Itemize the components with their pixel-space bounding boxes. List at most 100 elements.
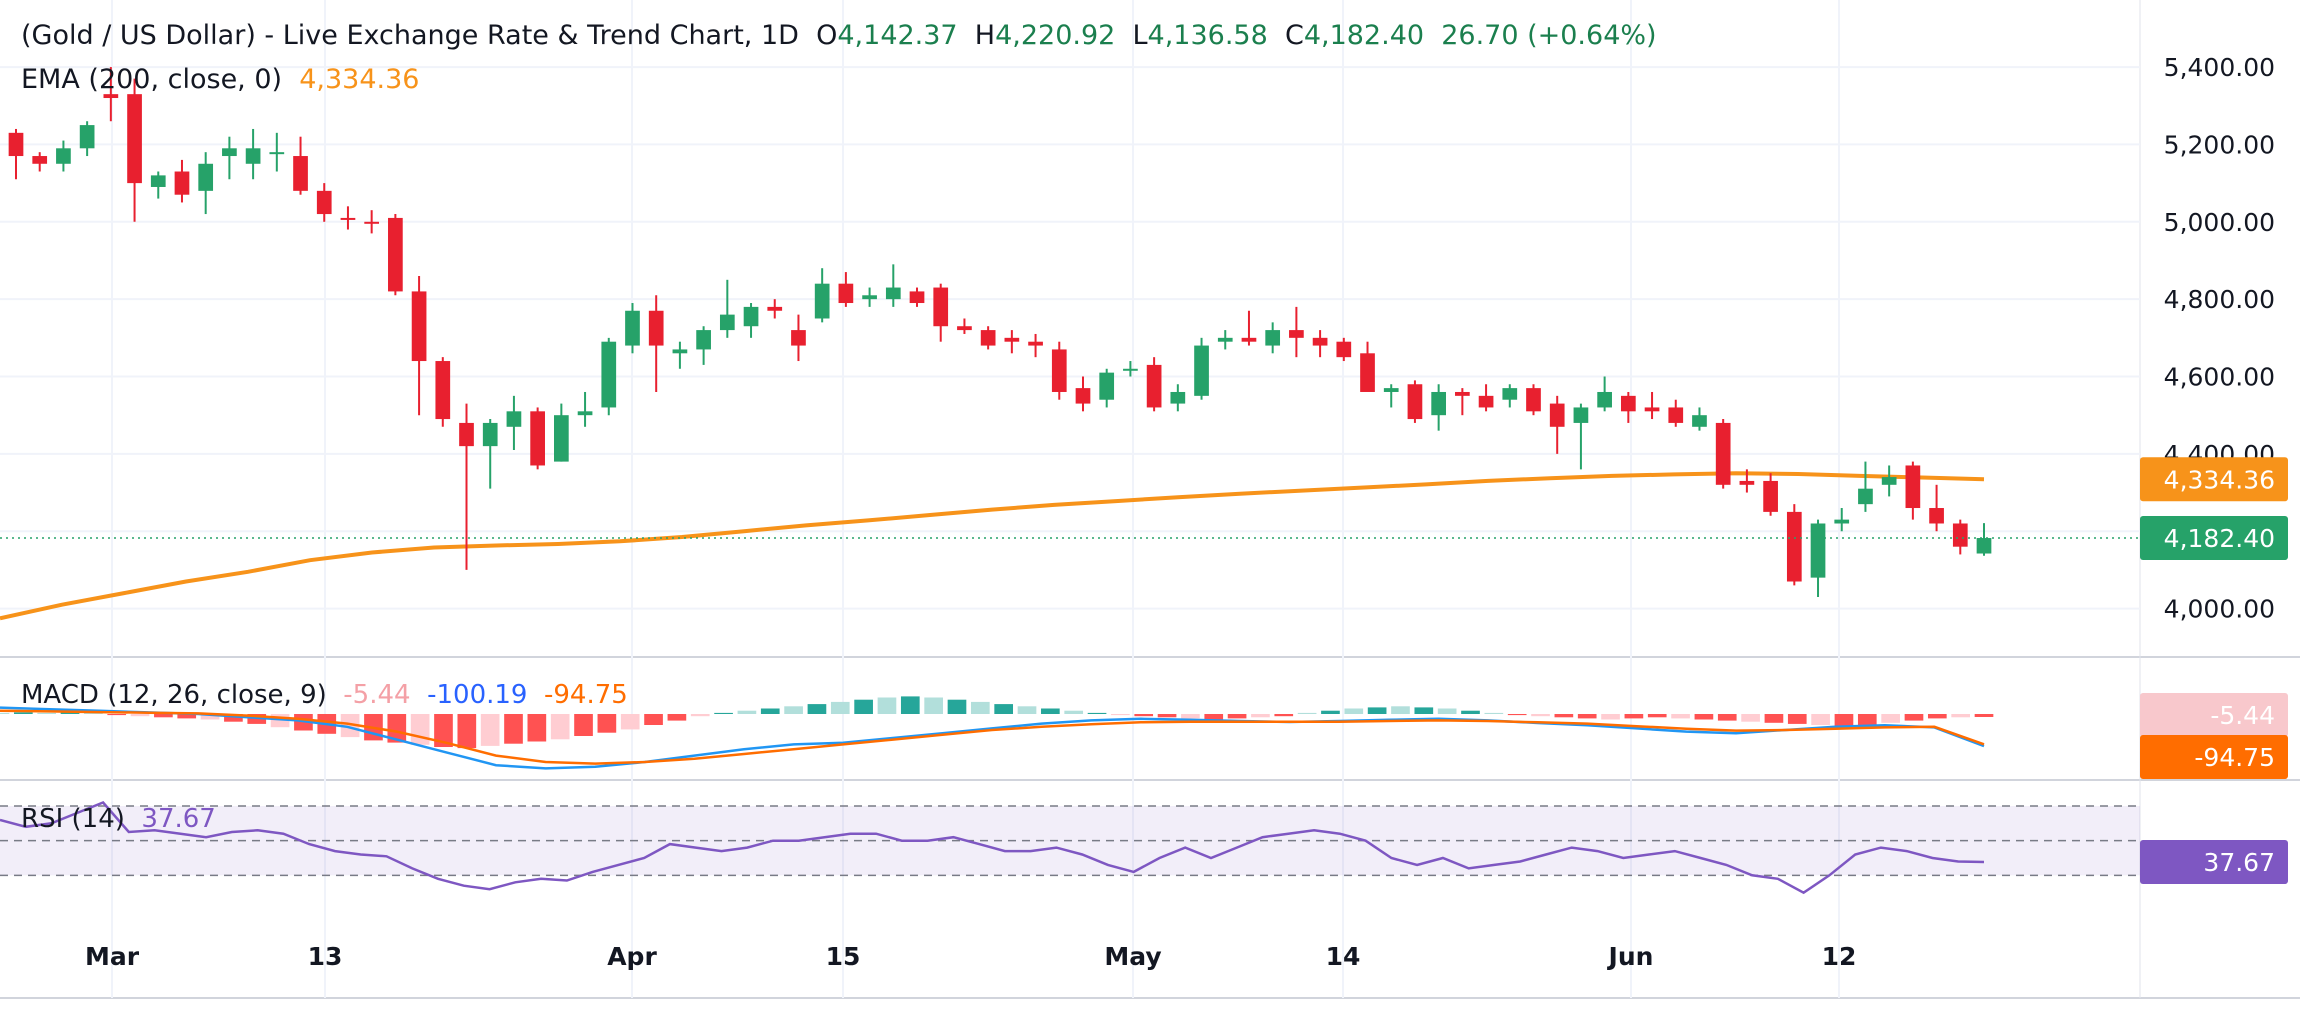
macd-histogram-bar (1694, 714, 1714, 720)
candle-body (411, 291, 427, 362)
candle-body (1241, 337, 1257, 342)
macd-histogram-bar (1531, 714, 1550, 717)
candle-body (340, 217, 356, 220)
candle-body (293, 156, 308, 191)
candle-body (1455, 391, 1470, 396)
macd-hist-label-bg (2140, 693, 2288, 737)
candle-body (1407, 384, 1423, 420)
macd-signal-label: -94.75 (2194, 743, 2275, 772)
macd-histogram-bar (1134, 714, 1154, 717)
macd-histogram-bar (574, 714, 593, 736)
candle-body (32, 156, 48, 164)
macd-histogram-bar (1437, 708, 1457, 714)
macd-histogram-bar (877, 697, 897, 714)
close-price-label-bg (2140, 516, 2288, 561)
time-tick-label: Apr (607, 942, 657, 971)
macd-histogram-bar (1927, 714, 1947, 719)
candle-body (1028, 341, 1043, 346)
ema-legend: EMA (200, close, 0) 4,334.36 (21, 64, 419, 95)
macd-histogram-bar (1041, 708, 1060, 714)
macd-line (0, 706, 1985, 770)
ema-price-label-bg (2140, 457, 2288, 502)
price-tick-label: 5,000.00 (2164, 208, 2275, 237)
high-label: H (974, 20, 996, 51)
candle-body (1502, 388, 1518, 400)
candle-body (1478, 395, 1494, 408)
macd-histogram-bar (14, 712, 33, 714)
candle-body (909, 291, 925, 304)
candle-body (1810, 523, 1826, 578)
macd-histogram-bar (1624, 714, 1644, 719)
macd-histogram-bar (620, 714, 640, 730)
candles (0, 67, 2140, 597)
candle-body (1786, 511, 1802, 582)
macd-histogram-bar (784, 706, 803, 714)
candle-body (648, 310, 664, 346)
change-value: 26.70 (+0.64%) (1441, 20, 1657, 51)
candle-body (553, 415, 569, 462)
candle-body (1739, 480, 1755, 485)
candle-body (269, 152, 285, 155)
macd-histogram-bar (200, 714, 220, 720)
macd-histogram-bar (177, 714, 197, 719)
macd-signal-label-bg (2140, 735, 2288, 779)
candle-body (885, 287, 901, 300)
macd-histogram-bar (387, 714, 407, 743)
macd-histogram-bar (947, 699, 967, 714)
candle-body (1929, 508, 1944, 524)
macd-histogram-bar (1554, 714, 1574, 718)
macd-histogram-bar (1951, 714, 1970, 718)
macd-histogram-bar (1484, 712, 1504, 714)
macd-histogram-bar (1507, 714, 1527, 716)
macd-histogram-bar (714, 712, 733, 714)
macd-histogram-bar (1367, 707, 1387, 714)
macd-histogram-bar (1157, 714, 1177, 718)
close-value: 4,182.40 (1303, 20, 1425, 51)
time-tick-label: 12 (1822, 942, 1857, 971)
rsi-value-label: 37.67 (2203, 848, 2275, 877)
macd-histogram-bar (410, 714, 430, 745)
candle-body (1360, 353, 1375, 392)
candle-body (1383, 388, 1399, 392)
ema-legend-label: EMA (200, close, 0) (21, 64, 283, 95)
macd-histogram-bar (970, 701, 990, 714)
rsi-legend-value: 37.67 (141, 804, 216, 834)
low-label: L (1132, 20, 1148, 51)
macd-histogram-bar (84, 712, 103, 714)
time-tick-label: Mar (85, 942, 140, 971)
open-value: 4,142.37 (837, 20, 958, 51)
candle-body (719, 314, 735, 331)
open-label: O (816, 20, 838, 51)
macd-legend-hist: -5.44 (343, 680, 411, 710)
candle-body (1289, 330, 1304, 338)
ema-price-label: 4,334.36 (2164, 465, 2275, 494)
macd-histogram-bar (1741, 714, 1760, 722)
candle-body (174, 171, 190, 195)
macd-histogram-bar (760, 708, 780, 714)
macd-histogram-bar (924, 697, 943, 714)
price-tick-label: 4,800.00 (2164, 285, 2275, 314)
macd-histogram-bar (1764, 714, 1784, 723)
macd-histogram-bar (1344, 708, 1364, 714)
candle-body (838, 283, 854, 304)
candle-body (957, 326, 972, 331)
macd-histogram-bar (1834, 714, 1854, 727)
candle-body (198, 163, 214, 191)
macd-histogram-bar (1857, 714, 1877, 725)
candle-body (1668, 407, 1684, 423)
macd-histogram-bar (1321, 710, 1340, 714)
candle-body (1976, 538, 1992, 554)
macd-histogram-bar (1811, 714, 1830, 725)
macd-histogram-bar (1204, 714, 1224, 720)
candle-body (1715, 422, 1731, 485)
rsi-legend: RSI (14) 37.67 (21, 804, 216, 834)
candle-body (1597, 391, 1612, 408)
macd-histogram-bar (807, 704, 827, 714)
candle-body (364, 221, 380, 224)
time-tick-label: 14 (1326, 942, 1361, 971)
candle-body (743, 306, 759, 327)
rsi-pane (0, 801, 2140, 895)
macd-histogram-bar (1274, 714, 1294, 717)
macd-histogram-bar (854, 699, 873, 714)
